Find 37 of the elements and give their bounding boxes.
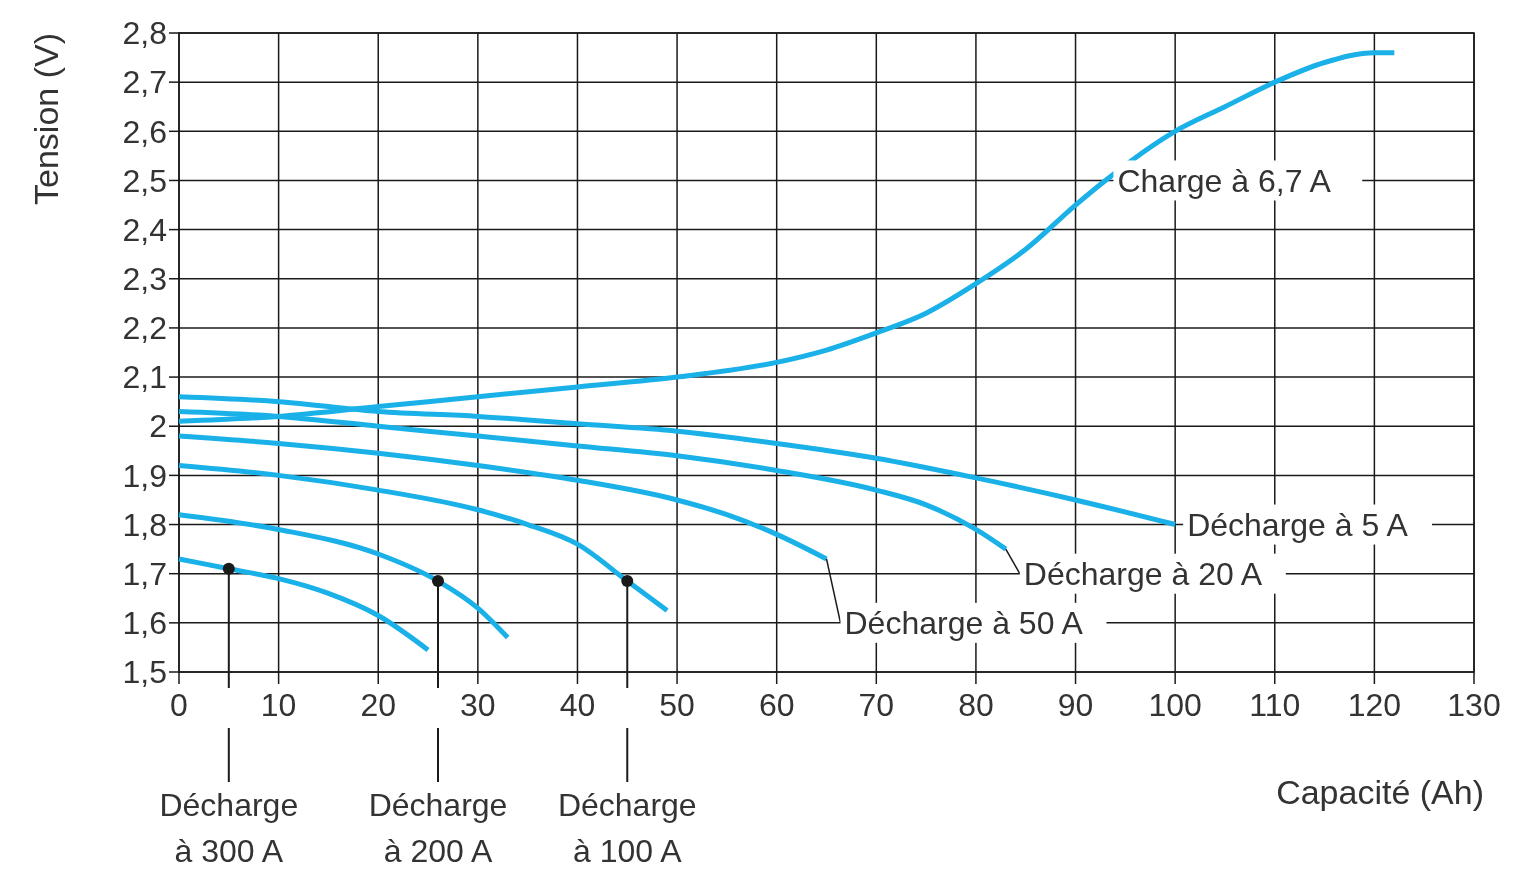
annotation: Décharge à 300 A [159, 787, 299, 869]
y-tick-label: 1,5 [122, 654, 167, 691]
y-tick-label: 2,3 [122, 260, 167, 297]
x-tick-label: 0 [170, 687, 188, 723]
y-tick-label: 2,4 [122, 211, 167, 248]
x-tick-label: 80 [958, 687, 994, 723]
x-tick-label: 60 [758, 687, 795, 723]
x-tick-label: 90 [1057, 687, 1094, 723]
y-tick-label: 1,6 [122, 605, 167, 642]
y-tick-label: 2,5 [122, 162, 167, 199]
x-tick-label: 50 [659, 687, 695, 723]
y-tick-label: 1,7 [122, 555, 167, 592]
y-axis-title: Tension (V) [27, 33, 65, 205]
x-tick-label: 130 [1447, 687, 1501, 723]
y-tick-label: 2,7 [122, 64, 167, 101]
x-tick-label: 120 [1347, 687, 1402, 723]
annotation: Décharge à 20 A [1023, 555, 1263, 592]
annotation: Décharge à 200 A [368, 787, 508, 869]
x-axis-title: Capacité (Ah) [1276, 773, 1484, 811]
y-tick-label: 2,1 [122, 359, 167, 396]
x-tick-label: 10 [260, 687, 297, 723]
x-tick-label: 20 [360, 687, 397, 723]
y-tick-label: 2,8 [122, 15, 167, 52]
y-tick-label: 2,6 [122, 113, 167, 150]
x-tick-label: 70 [858, 687, 895, 723]
y-tick-label: 1,8 [122, 506, 167, 543]
x-tick-label: 110 [1249, 687, 1301, 723]
y-tick-label: 2,2 [122, 310, 167, 347]
x-tick-label: 30 [460, 687, 496, 723]
annotation: Décharge à 100 A [557, 787, 697, 869]
x-tick-label: 100 [1148, 687, 1202, 723]
y-tick-label: 1,9 [122, 457, 167, 494]
x-tick-label: 40 [559, 687, 596, 723]
y-tick-label: 2 [149, 408, 167, 445]
annotation: Charge à 6,7 A [1117, 162, 1332, 199]
annotation: Décharge à 5 A [1187, 506, 1409, 543]
annotation: Décharge à 50 A [844, 605, 1084, 642]
